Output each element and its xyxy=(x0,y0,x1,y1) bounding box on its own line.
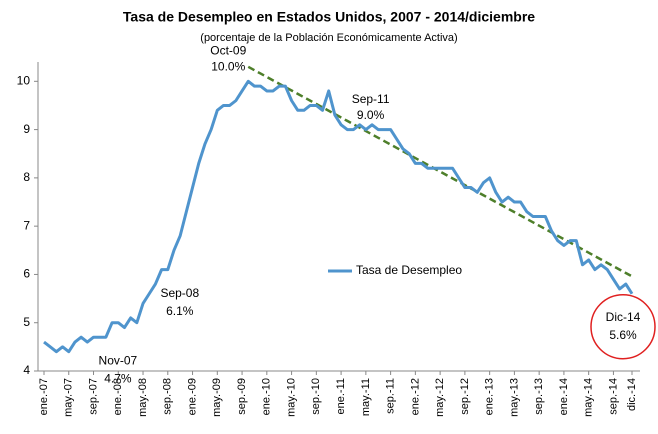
x-tick-label: may.-07 xyxy=(63,378,75,417)
x-tick-label: sep.-09 xyxy=(236,378,248,415)
x-tick-label: ene.-11 xyxy=(335,378,347,415)
x-tick-label: may.-10 xyxy=(285,378,297,417)
x-tick-label: may.-09 xyxy=(211,378,223,417)
x-tick-label: sep.-14 xyxy=(607,378,619,415)
trend-line xyxy=(247,65,633,278)
point-label: Sep-11 xyxy=(352,92,390,106)
y-tick-label: 7 xyxy=(23,218,30,232)
y-tick-label: 5 xyxy=(23,315,30,329)
data-line xyxy=(43,79,634,354)
x-tick-label: sep.-13 xyxy=(533,378,545,415)
x-tick-label: ene.-09 xyxy=(186,378,198,415)
value-label: 10.0% xyxy=(211,59,245,73)
value-label: 5.6% xyxy=(609,328,637,342)
x-tick-label: dic.-14 xyxy=(626,378,638,411)
y-tick-label: 8 xyxy=(23,170,30,184)
highlight-circle xyxy=(590,294,656,360)
x-tick-label: ene.-10 xyxy=(261,378,273,415)
value-label: 4.7% xyxy=(104,371,132,385)
x-tick-label: sep.-11 xyxy=(385,378,397,414)
x-tick-label: may.-13 xyxy=(508,378,520,417)
x-tick-label: ene.-07 xyxy=(38,378,50,415)
chart-title: Tasa de Desempleo en Estados Unidos, 200… xyxy=(123,9,535,25)
x-tick-label: sep.-12 xyxy=(459,378,471,415)
point-label: Oct-09 xyxy=(210,43,246,57)
y-tick-label: 6 xyxy=(23,267,30,281)
x-tick-label: ene.-13 xyxy=(484,378,496,415)
x-tick-label: may.-14 xyxy=(583,378,595,417)
point-label: Sep-08 xyxy=(160,286,199,300)
y-tick-label: 4 xyxy=(23,363,30,377)
legend-label: Tasa de Desempleo xyxy=(356,263,462,277)
x-tick-label: ene.-12 xyxy=(409,378,421,415)
point-label: Nov-07 xyxy=(99,353,138,367)
point-label: Dic-14 xyxy=(606,310,641,324)
value-label: 9.0% xyxy=(357,108,385,122)
y-tick-label: 10 xyxy=(17,73,31,87)
chart-subtitle: (porcentaje de la Población Económicamen… xyxy=(200,32,457,44)
y-tick-label: 9 xyxy=(23,122,30,136)
x-tick-label: sep.-08 xyxy=(162,378,174,415)
x-tick-label: ene.-08 xyxy=(112,378,124,415)
x-tick-label: may.-12 xyxy=(434,378,446,417)
x-tick-label: sep.-10 xyxy=(310,378,322,415)
x-tick-label: sep.-07 xyxy=(87,378,99,415)
x-tick-label: may.-08 xyxy=(137,378,149,417)
x-tick-label: ene.-14 xyxy=(558,378,570,415)
x-tick-label: may.-11 xyxy=(360,378,372,416)
value-label: 6.1% xyxy=(166,304,194,318)
